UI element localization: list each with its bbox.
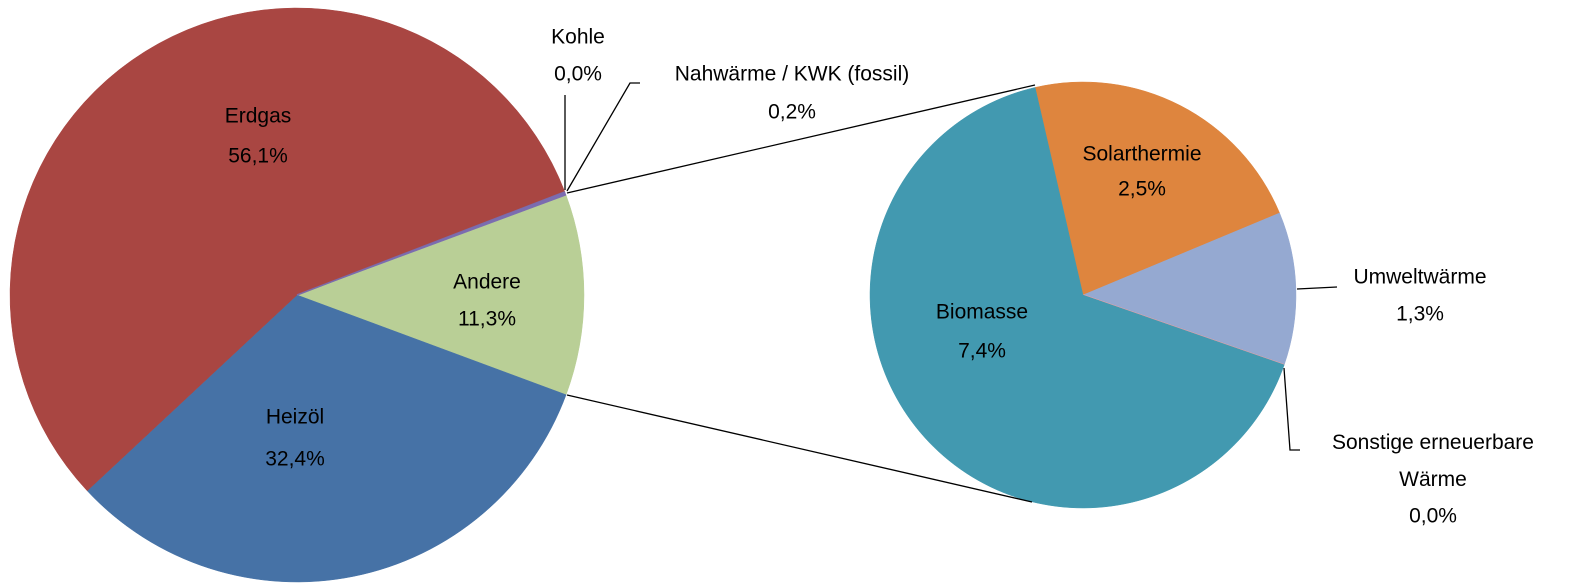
pie-slice xyxy=(869,87,1285,509)
leader-line xyxy=(566,82,640,192)
pie-slice xyxy=(1082,212,1297,366)
pie-slice xyxy=(296,191,567,296)
labels: Andere 11,3% Heizöl 32,4% Erdgas 56,1% Kohle 0,… xyxy=(225,26,1534,528)
category-label: Erdgas xyxy=(225,105,292,128)
pie-slice xyxy=(86,294,567,583)
leader-line xyxy=(1296,286,1338,290)
value-label: 7,4% xyxy=(958,340,1006,363)
value-label: 2,5% xyxy=(1118,178,1166,201)
value-label: 0,2% xyxy=(768,101,816,124)
category-label: Umweltwärme xyxy=(1353,266,1486,289)
category-label: Biomasse xyxy=(936,301,1028,324)
slices xyxy=(9,7,1297,583)
pie-slice xyxy=(1034,81,1280,296)
category-label: Heizöl xyxy=(266,406,324,429)
category-label: Kohle xyxy=(551,26,605,49)
pie-slice xyxy=(296,194,585,396)
value-label: 56,1% xyxy=(228,145,288,168)
value-label: 32,4% xyxy=(265,448,325,471)
value-label: 1,3% xyxy=(1396,303,1444,326)
category-label-box: Sonstige erneuerbare Wärme xyxy=(1332,431,1534,491)
pie-slice xyxy=(9,7,566,492)
leader-lines xyxy=(564,82,1338,503)
value-label: 0,0% xyxy=(1409,505,1457,528)
connector-line xyxy=(566,84,1036,194)
connector-line xyxy=(566,394,1033,503)
category-label: Sonstige erneuerbare Wärme xyxy=(1332,431,1534,491)
category-label: Nahwärme / KWK (fossil) xyxy=(675,63,910,86)
leader-line xyxy=(1283,367,1300,451)
value-label: 0,0% xyxy=(554,63,602,86)
category-label: Solarthermie xyxy=(1082,143,1201,166)
category-label: Andere xyxy=(453,271,521,294)
value-label: 11,3% xyxy=(458,308,516,331)
